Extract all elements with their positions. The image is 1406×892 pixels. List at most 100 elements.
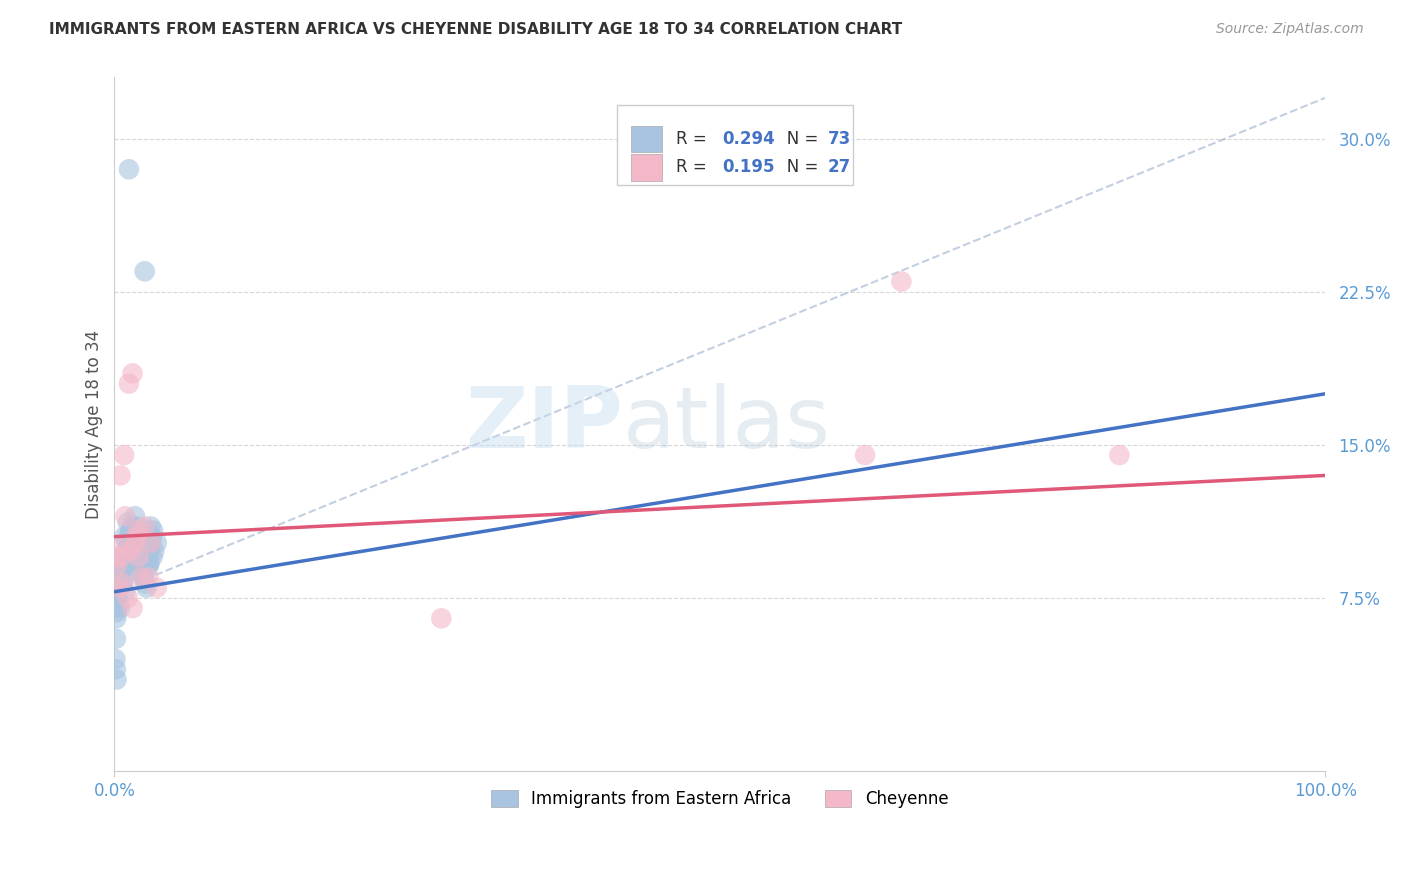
Text: Source: ZipAtlas.com: Source: ZipAtlas.com xyxy=(1216,22,1364,37)
Point xyxy=(128,565,150,579)
Point xyxy=(108,601,131,615)
Point xyxy=(127,556,149,570)
Point xyxy=(134,576,156,591)
Point xyxy=(139,544,162,558)
Point xyxy=(105,550,128,565)
Point xyxy=(132,570,155,584)
Point xyxy=(129,560,152,574)
Point xyxy=(120,544,142,558)
Point xyxy=(114,556,136,570)
Point xyxy=(136,570,159,584)
Point xyxy=(115,544,138,558)
Point xyxy=(124,536,146,550)
Text: N =: N = xyxy=(770,159,824,177)
Point xyxy=(114,509,136,524)
Text: 0.195: 0.195 xyxy=(723,159,775,177)
Point xyxy=(121,601,143,615)
Point xyxy=(141,530,163,544)
Point xyxy=(138,556,160,570)
Point xyxy=(146,581,169,595)
Text: 27: 27 xyxy=(828,159,851,177)
Point xyxy=(105,570,128,584)
Point xyxy=(107,540,129,554)
Point xyxy=(125,530,148,544)
Point xyxy=(120,560,142,574)
Point xyxy=(110,570,132,584)
Point xyxy=(104,662,127,676)
Point xyxy=(104,597,127,611)
Point xyxy=(134,519,156,533)
Point xyxy=(122,524,145,538)
Point xyxy=(110,468,132,483)
Legend: Immigrants from Eastern Africa, Cheyenne: Immigrants from Eastern Africa, Cheyenne xyxy=(485,783,955,815)
Point xyxy=(111,576,134,591)
Point xyxy=(124,509,146,524)
Point xyxy=(112,530,135,544)
Point xyxy=(125,550,148,565)
Point xyxy=(136,560,159,574)
FancyBboxPatch shape xyxy=(617,105,853,185)
Point xyxy=(127,544,149,558)
Point xyxy=(128,550,150,565)
Point xyxy=(134,264,156,278)
Point xyxy=(141,550,163,565)
Point xyxy=(128,524,150,538)
Point xyxy=(107,597,129,611)
Point xyxy=(139,519,162,533)
Point xyxy=(141,536,163,550)
Point xyxy=(142,524,165,538)
Point xyxy=(124,544,146,558)
Point xyxy=(117,591,139,605)
FancyBboxPatch shape xyxy=(631,154,662,180)
Point xyxy=(108,581,131,595)
FancyBboxPatch shape xyxy=(631,126,662,152)
Text: ZIP: ZIP xyxy=(465,383,623,466)
Point xyxy=(128,536,150,550)
Point xyxy=(129,544,152,558)
Point xyxy=(105,581,128,595)
Point xyxy=(107,565,129,579)
Point xyxy=(129,570,152,584)
Point xyxy=(139,536,162,550)
Point xyxy=(138,556,160,570)
Point xyxy=(136,524,159,538)
Point xyxy=(131,550,153,565)
Point xyxy=(132,530,155,544)
Text: atlas: atlas xyxy=(623,383,831,466)
Point xyxy=(111,550,134,565)
Point xyxy=(105,611,128,625)
Point xyxy=(120,550,142,565)
Point xyxy=(118,162,141,177)
Point xyxy=(131,540,153,554)
Text: N =: N = xyxy=(770,129,824,148)
Point xyxy=(118,550,141,565)
Point xyxy=(112,570,135,584)
Point xyxy=(110,560,132,574)
Point xyxy=(114,584,136,599)
Point xyxy=(128,530,150,544)
Point xyxy=(117,516,139,530)
Point xyxy=(121,519,143,533)
Point xyxy=(121,367,143,381)
Point xyxy=(122,565,145,579)
Point xyxy=(124,536,146,550)
Point xyxy=(135,581,157,595)
Text: IMMIGRANTS FROM EASTERN AFRICA VS CHEYENNE DISABILITY AGE 18 TO 34 CORRELATION C: IMMIGRANTS FROM EASTERN AFRICA VS CHEYEN… xyxy=(49,22,903,37)
Text: R =: R = xyxy=(676,129,713,148)
Point xyxy=(104,591,127,605)
Point xyxy=(105,560,128,574)
Point xyxy=(890,275,912,289)
Point xyxy=(135,550,157,565)
Point xyxy=(104,652,127,666)
Y-axis label: Disability Age 18 to 34: Disability Age 18 to 34 xyxy=(86,330,103,519)
Point xyxy=(132,540,155,554)
Point xyxy=(104,601,127,615)
Point xyxy=(136,550,159,565)
Point xyxy=(125,519,148,533)
Point xyxy=(107,591,129,605)
Point xyxy=(117,530,139,544)
Point xyxy=(120,524,142,538)
Point xyxy=(143,544,166,558)
Point xyxy=(111,565,134,579)
Point xyxy=(112,448,135,462)
